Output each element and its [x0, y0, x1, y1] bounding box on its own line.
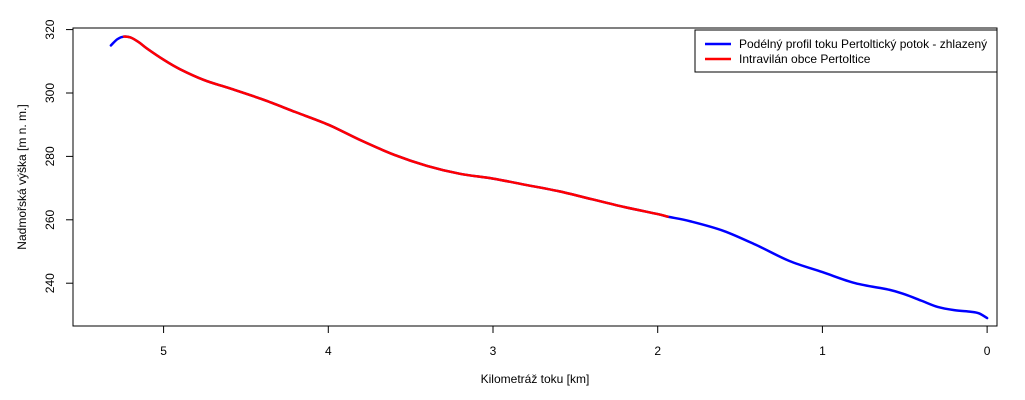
y-tick-label: 240: [43, 273, 57, 293]
y-tick-label: 280: [43, 146, 57, 166]
y-tick-label: 320: [43, 19, 57, 39]
x-tick-label: 5: [160, 344, 167, 358]
axes: 5 4 3 2 1 0 240 260 280 300 320: [43, 19, 991, 358]
legend-box: [694, 29, 998, 73]
y-tick-label: 260: [43, 209, 57, 229]
series-layer: [109, 35, 989, 320]
series-line-2: [122, 35, 669, 218]
x-tick-label: 4: [325, 344, 332, 358]
x-tick-label: 2: [654, 344, 661, 358]
legend-label-series-1: Podélný profil toku Pertoltický potok - …: [739, 37, 987, 51]
x-axis-label: Kilometráž toku [km]: [481, 372, 590, 386]
plot-frame: [72, 27, 998, 327]
x-tick-label: 1: [819, 344, 826, 358]
x-tick-label: 3: [490, 344, 497, 358]
y-axis-label: Nadmořská výška [m n. m.]: [15, 104, 29, 249]
series-line-1: [109, 35, 989, 320]
legend: Podélný profil toku Pertoltický potok - …: [694, 29, 998, 73]
y-tick-label: 300: [43, 83, 57, 103]
legend-label-series-2: Intravilán obce Pertoltice: [739, 52, 871, 66]
x-tick-label: 0: [984, 344, 991, 358]
